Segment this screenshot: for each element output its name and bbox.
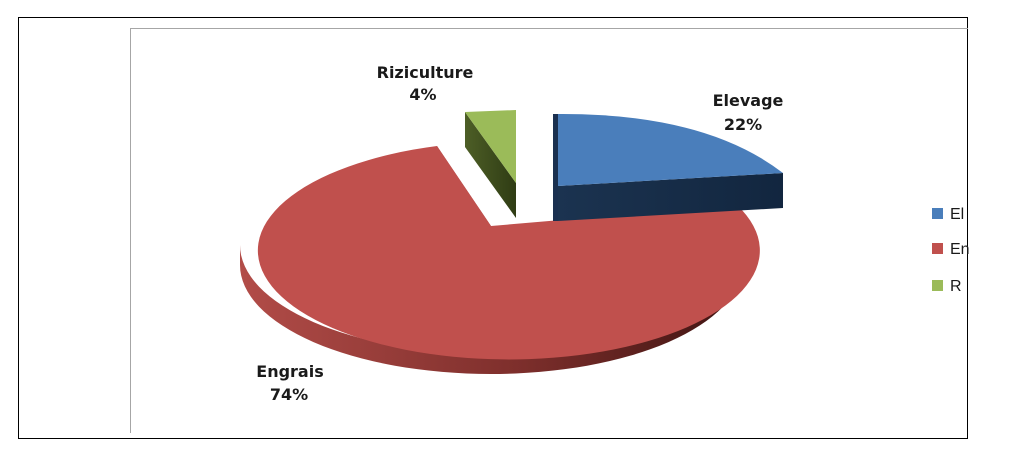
- label-elevage-value: 22%: [724, 115, 762, 134]
- chart-plot-area: [130, 28, 968, 433]
- label-riziculture-value: 4%: [409, 85, 436, 104]
- slice-elevage-wall: [553, 114, 558, 221]
- label-elevage-name: Elevage: [713, 91, 784, 110]
- chart-outer-frame: [18, 17, 968, 439]
- legend-label-riziculture: R: [950, 278, 962, 295]
- slice-elevage-top: [558, 113, 783, 186]
- slice-elevage-side: [558, 173, 783, 221]
- slice-riziculture-side: [465, 112, 516, 218]
- slice-riziculture-top: [465, 110, 516, 183]
- slice-engrais-top: [257, 146, 760, 360]
- legend-label-engrais: En: [950, 241, 970, 258]
- legend-label-elevage: El: [950, 206, 964, 223]
- slice-elevage: [553, 113, 783, 221]
- label-riziculture-name: Riziculture: [377, 63, 474, 82]
- legend-swatch-riziculture: [932, 280, 943, 291]
- slice-engrais: [240, 146, 760, 374]
- label-engrais-value: 74%: [270, 385, 308, 404]
- legend: El En R: [932, 206, 970, 295]
- legend-swatch-elevage: [932, 208, 943, 219]
- label-engrais-name: Engrais: [256, 362, 323, 381]
- slice-riziculture: [465, 110, 516, 218]
- legend-swatch-engrais: [932, 243, 943, 254]
